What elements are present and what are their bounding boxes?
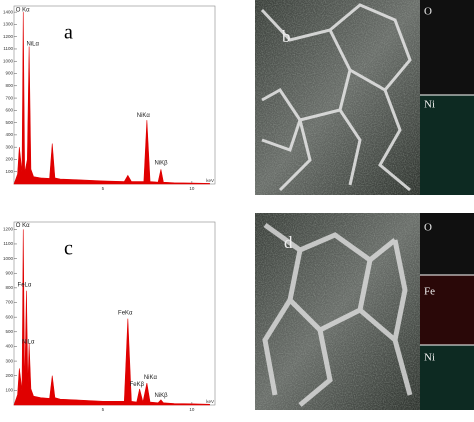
y-tick-label: 700 bbox=[5, 300, 13, 305]
x-tick-label: 5 bbox=[102, 186, 105, 191]
sem-image-b bbox=[255, 0, 420, 195]
peak-label: NiKα bbox=[144, 375, 158, 381]
peak-label: FeLα bbox=[18, 283, 32, 289]
element-map-label: O bbox=[424, 6, 432, 18]
x-tick-label: 5 bbox=[102, 407, 105, 412]
x-tick-label: 10 bbox=[189, 407, 195, 412]
y-tick-label: 1100 bbox=[3, 46, 13, 51]
y-tick-label: 100 bbox=[5, 388, 13, 393]
y-tick-label: 1400 bbox=[3, 9, 14, 14]
y-tick-label: 1200 bbox=[3, 227, 14, 232]
y-tick-label: 900 bbox=[5, 71, 13, 76]
peak-label: FeKβ bbox=[130, 382, 145, 388]
peak-label: NiLα bbox=[26, 42, 39, 48]
element-map-label: Ni bbox=[424, 99, 435, 111]
y-tick-label: 1000 bbox=[3, 58, 14, 63]
element-map-label: Fe bbox=[424, 286, 435, 298]
element-map-label: Ni bbox=[424, 352, 435, 364]
y-tick-label: 600 bbox=[5, 314, 13, 319]
peak-label: O Kα bbox=[16, 223, 30, 229]
y-tick-label: 1200 bbox=[3, 34, 14, 39]
image-label: d bbox=[284, 233, 293, 252]
peak-label: NiKβ bbox=[155, 161, 169, 167]
y-tick-label: 500 bbox=[5, 120, 13, 125]
x-tick-label: 10 bbox=[189, 186, 195, 191]
y-tick-label: 700 bbox=[5, 95, 13, 100]
panel-label: a bbox=[64, 22, 73, 44]
y-tick-label: 300 bbox=[5, 144, 13, 149]
peak-label: NiLα bbox=[22, 340, 35, 346]
x-axis-label: keV bbox=[206, 399, 214, 404]
y-tick-label: 800 bbox=[5, 285, 13, 290]
peak-label: O Kα bbox=[16, 7, 30, 13]
y-tick-label: 300 bbox=[5, 358, 13, 363]
peak-label: FeKα bbox=[118, 310, 133, 316]
y-tick-label: 100 bbox=[5, 169, 13, 174]
plot-frame bbox=[13, 221, 216, 406]
spectrum bbox=[13, 229, 210, 406]
image-label: b bbox=[282, 27, 291, 46]
y-tick-label: 900 bbox=[5, 270, 13, 275]
panel-label: c bbox=[64, 238, 73, 260]
element-map-label: O bbox=[424, 222, 432, 234]
x-axis-label: keV bbox=[206, 178, 214, 183]
y-tick-label: 1300 bbox=[3, 22, 14, 27]
y-tick-label: 1000 bbox=[3, 256, 14, 261]
sem-image-d bbox=[255, 213, 420, 410]
y-tick-label: 600 bbox=[5, 108, 13, 113]
peak-label: NiKα bbox=[137, 113, 151, 119]
y-tick-label: 200 bbox=[5, 373, 13, 378]
y-tick-label: 500 bbox=[5, 329, 13, 334]
y-tick-label: 200 bbox=[5, 157, 13, 162]
spectrum bbox=[13, 12, 210, 185]
element-map-b bbox=[420, 0, 474, 195]
element-map-d bbox=[420, 213, 474, 410]
peak-label: NiKβ bbox=[155, 393, 169, 399]
y-tick-label: 400 bbox=[5, 344, 13, 349]
y-tick-label: 800 bbox=[5, 83, 13, 88]
y-tick-label: 1100 bbox=[3, 241, 13, 246]
y-tick-label: 400 bbox=[5, 132, 13, 137]
plot-frame bbox=[13, 5, 216, 185]
